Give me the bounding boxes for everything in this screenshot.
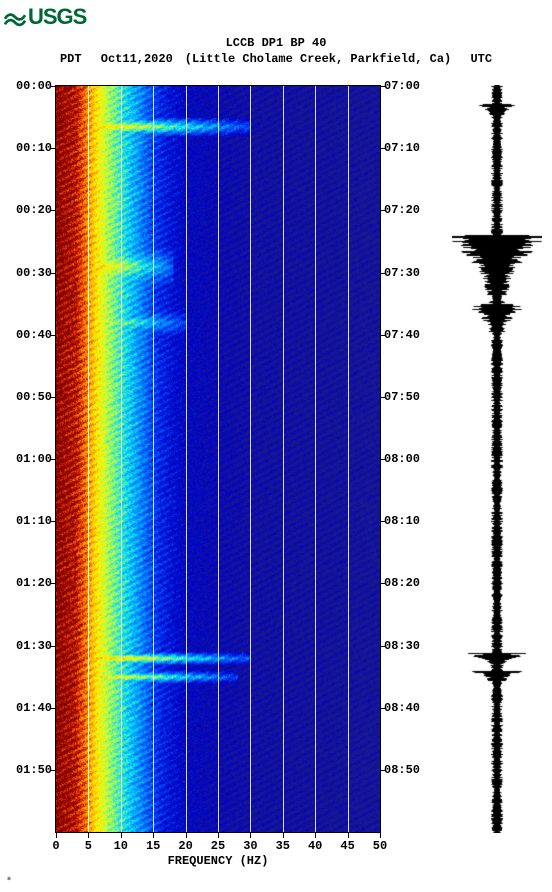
x-tick-label: 20 <box>178 839 192 853</box>
y-tick-label-right: 08:10 <box>384 514 420 528</box>
y-tick-label-right: 07:40 <box>384 328 420 342</box>
y-tick-label-right: 07:50 <box>384 390 420 404</box>
y-tick <box>50 646 56 647</box>
spectrogram-plot: 00:0000:1000:2000:3000:4000:5001:0001:10… <box>55 85 381 833</box>
y-tick <box>380 521 386 522</box>
y-tick-label-left: 01:50 <box>16 763 52 777</box>
y-tick-label-left: 00:40 <box>16 328 52 342</box>
usgs-logo-text: USGS <box>28 4 86 30</box>
y-tick-label-left: 01:00 <box>16 452 52 466</box>
x-tick-label: 30 <box>243 839 257 853</box>
x-tick-label: 45 <box>340 839 354 853</box>
y-tick <box>380 708 386 709</box>
x-tick <box>250 832 251 838</box>
tz-left-label: PDT <box>60 52 82 66</box>
x-tick-label: 10 <box>114 839 128 853</box>
y-tick <box>50 86 56 87</box>
usgs-wave-icon <box>4 6 26 28</box>
y-tick-label-left: 01:30 <box>16 639 52 653</box>
y-tick <box>50 770 56 771</box>
x-tick-label: 50 <box>373 839 387 853</box>
y-tick <box>380 148 386 149</box>
y-tick <box>380 335 386 336</box>
seismogram-plot <box>452 85 542 833</box>
y-tick <box>50 273 56 274</box>
y-tick <box>50 335 56 336</box>
y-tick <box>380 459 386 460</box>
y-tick-label-left: 00:50 <box>16 390 52 404</box>
x-tick <box>218 832 219 838</box>
x-tick-label: 0 <box>52 839 59 853</box>
x-tick <box>348 832 349 838</box>
gridline <box>218 86 219 832</box>
seismogram-canvas <box>452 85 542 833</box>
y-tick <box>50 397 56 398</box>
x-axis-title: FREQUENCY (HZ) <box>56 854 380 868</box>
date-label: Oct11,2020 <box>101 52 173 66</box>
chart-header: LCCB DP1 BP 40 PDT Oct11,2020 (Little Cho… <box>0 36 552 66</box>
y-tick <box>380 86 386 87</box>
x-tick <box>153 832 154 838</box>
y-tick-label-right: 07:10 <box>384 141 420 155</box>
x-tick-label: 15 <box>146 839 160 853</box>
y-tick-label-left: 00:20 <box>16 203 52 217</box>
y-tick-label-left: 00:10 <box>16 141 52 155</box>
y-tick-label-left: 00:00 <box>16 79 52 93</box>
gridline <box>153 86 154 832</box>
x-tick <box>121 832 122 838</box>
chart-title: LCCB DP1 BP 40 <box>0 36 552 50</box>
x-tick-label: 5 <box>85 839 92 853</box>
gridline <box>121 86 122 832</box>
y-tick <box>50 583 56 584</box>
gridline <box>250 86 251 832</box>
y-tick-label-right: 07:20 <box>384 203 420 217</box>
usgs-logo: USGS <box>4 4 86 30</box>
y-tick <box>380 770 386 771</box>
gridline <box>186 86 187 832</box>
y-tick <box>380 583 386 584</box>
y-tick-label-right: 08:20 <box>384 576 420 590</box>
y-tick <box>50 459 56 460</box>
x-tick <box>56 832 57 838</box>
x-tick <box>186 832 187 838</box>
x-tick <box>283 832 284 838</box>
x-tick <box>380 832 381 838</box>
y-tick-label-left: 01:40 <box>16 701 52 715</box>
y-tick-label-right: 07:30 <box>384 266 420 280</box>
footnote: * <box>6 877 12 888</box>
y-tick <box>380 397 386 398</box>
y-tick-label-left: 01:20 <box>16 576 52 590</box>
gridline <box>348 86 349 832</box>
y-tick-label-right: 08:50 <box>384 763 420 777</box>
y-tick <box>50 521 56 522</box>
y-tick-label-right: 07:00 <box>384 79 420 93</box>
x-tick <box>88 832 89 838</box>
x-tick <box>315 832 316 838</box>
y-tick-label-right: 08:40 <box>384 701 420 715</box>
y-tick-label-left: 01:10 <box>16 514 52 528</box>
y-tick <box>380 210 386 211</box>
gridline <box>315 86 316 832</box>
gridline <box>283 86 284 832</box>
y-tick <box>50 148 56 149</box>
y-tick-label-right: 08:30 <box>384 639 420 653</box>
x-tick-label: 40 <box>308 839 322 853</box>
y-tick-label-left: 00:30 <box>16 266 52 280</box>
chart-subtitle: PDT Oct11,2020 (Little Cholame Creek, Par… <box>0 52 552 66</box>
location-label: (Little Cholame Creek, Parkfield, Ca) <box>185 52 451 66</box>
x-tick-label: 35 <box>276 839 290 853</box>
gridline <box>88 86 89 832</box>
y-tick <box>380 646 386 647</box>
y-tick <box>380 273 386 274</box>
tz-right-label: UTC <box>470 52 492 66</box>
y-tick-label-right: 08:00 <box>384 452 420 466</box>
y-tick <box>50 708 56 709</box>
x-tick-label: 25 <box>211 839 225 853</box>
y-tick <box>50 210 56 211</box>
